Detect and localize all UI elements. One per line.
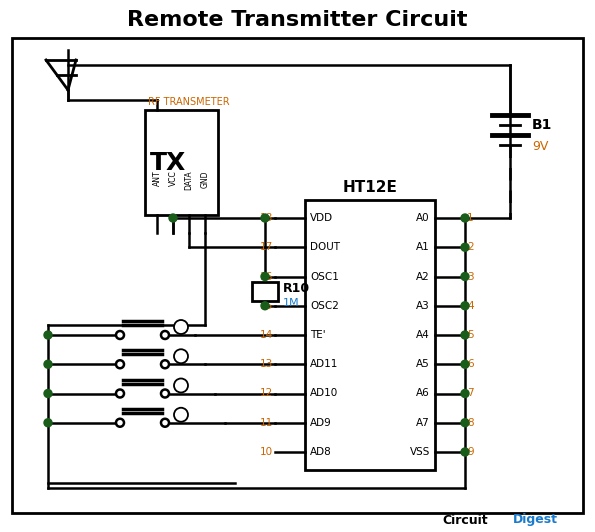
Circle shape	[461, 389, 469, 397]
Text: HT12E: HT12E	[343, 180, 397, 195]
Text: 15: 15	[260, 301, 273, 311]
Circle shape	[169, 214, 177, 222]
Text: DOUT: DOUT	[310, 242, 340, 252]
Circle shape	[461, 331, 469, 339]
Circle shape	[116, 419, 124, 427]
Text: OSC1: OSC1	[310, 271, 339, 281]
Text: 13: 13	[260, 359, 273, 369]
Text: Digest: Digest	[513, 513, 558, 527]
Circle shape	[116, 331, 124, 339]
Text: R10: R10	[283, 281, 310, 295]
Text: 3: 3	[467, 271, 474, 281]
Text: 5: 5	[467, 330, 474, 340]
Text: OSC2: OSC2	[310, 301, 339, 311]
Text: 9V: 9V	[532, 140, 549, 154]
Circle shape	[44, 360, 52, 368]
Text: VDD: VDD	[310, 213, 333, 223]
Text: Remote Transmitter Circuit: Remote Transmitter Circuit	[127, 10, 467, 30]
Text: 16: 16	[260, 271, 273, 281]
Circle shape	[461, 302, 469, 310]
Circle shape	[116, 389, 124, 397]
Text: 14: 14	[260, 330, 273, 340]
Text: A7: A7	[416, 418, 430, 428]
Circle shape	[161, 419, 169, 427]
Text: A5: A5	[416, 359, 430, 369]
Circle shape	[174, 349, 188, 363]
Text: A6: A6	[416, 388, 430, 398]
Text: Circuit: Circuit	[442, 513, 488, 527]
Text: GND: GND	[201, 170, 209, 187]
Circle shape	[461, 272, 469, 280]
Text: 10: 10	[260, 447, 273, 457]
Circle shape	[44, 389, 52, 397]
Circle shape	[461, 214, 469, 222]
Text: 1: 1	[467, 213, 474, 223]
Text: 18: 18	[260, 213, 273, 223]
Bar	[252, 281, 278, 301]
Text: RF TRANSMETER: RF TRANSMETER	[148, 97, 230, 107]
Circle shape	[161, 360, 169, 368]
Circle shape	[44, 419, 52, 427]
Text: 1M: 1M	[283, 298, 300, 309]
Text: AD8: AD8	[310, 447, 332, 457]
Circle shape	[461, 360, 469, 368]
Text: ANT: ANT	[152, 170, 161, 186]
Text: A0: A0	[416, 213, 430, 223]
Circle shape	[461, 419, 469, 427]
Circle shape	[174, 320, 188, 334]
Text: 9: 9	[467, 447, 474, 457]
Text: TE': TE'	[310, 330, 325, 340]
Circle shape	[116, 360, 124, 368]
Text: DATA: DATA	[184, 170, 193, 189]
Bar	[12, 38, 583, 513]
Text: AD9: AD9	[310, 418, 332, 428]
Text: 8: 8	[467, 418, 474, 428]
Text: B1: B1	[532, 118, 552, 132]
Text: 7: 7	[467, 388, 474, 398]
Circle shape	[261, 272, 269, 280]
Text: 6: 6	[467, 359, 474, 369]
Text: 4: 4	[467, 301, 474, 311]
Circle shape	[461, 243, 469, 251]
Bar	[305, 200, 435, 470]
Text: TX: TX	[150, 151, 186, 174]
Circle shape	[44, 331, 52, 339]
Text: A3: A3	[416, 301, 430, 311]
Text: AD11: AD11	[310, 359, 339, 369]
Text: 17: 17	[260, 242, 273, 252]
Text: 12: 12	[260, 388, 273, 398]
Circle shape	[261, 302, 269, 310]
Text: VSS: VSS	[409, 447, 430, 457]
Text: 2: 2	[467, 242, 474, 252]
Text: VCC: VCC	[168, 170, 177, 186]
Circle shape	[174, 408, 188, 422]
Text: A2: A2	[416, 271, 430, 281]
Circle shape	[174, 378, 188, 393]
Circle shape	[161, 331, 169, 339]
Text: 11: 11	[260, 418, 273, 428]
Text: AD10: AD10	[310, 388, 338, 398]
Bar	[145, 110, 218, 215]
Text: A1: A1	[416, 242, 430, 252]
Circle shape	[161, 389, 169, 397]
Text: A4: A4	[416, 330, 430, 340]
Circle shape	[261, 214, 269, 222]
Circle shape	[461, 448, 469, 456]
